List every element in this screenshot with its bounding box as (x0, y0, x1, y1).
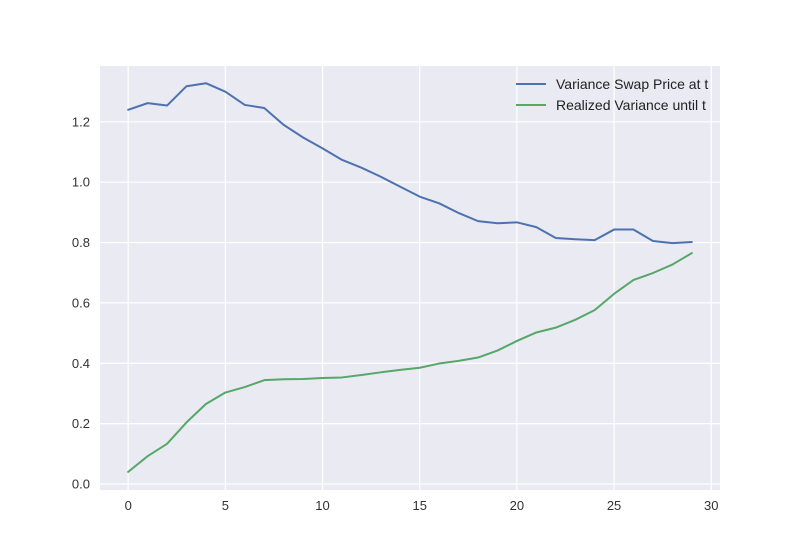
x-tick-label: 30 (704, 498, 718, 513)
variance-swap-price-line (127, 82, 693, 245)
legend: Variance Swap Price at t Realized Varian… (516, 76, 708, 113)
y-tick-label: 0.6 (72, 295, 90, 310)
y-tick-label: 0.0 (72, 476, 90, 491)
tick-labels: 0 5 10 15 20 25 30 0.0 0.2 0.4 0.6 0.8 1.0 1.2 (72, 114, 719, 513)
legend-label-realized-variance: Realized Variance until t (556, 97, 706, 113)
legend-label-variance-swap: Variance Swap Price at t (556, 76, 708, 92)
grid-lines (100, 66, 720, 490)
y-tick-label: 0.4 (72, 356, 90, 371)
y-tick-label: 1.2 (72, 114, 90, 129)
x-tick-label: 10 (315, 498, 329, 513)
x-tick-label: 25 (607, 498, 621, 513)
y-tick-label: 0.8 (72, 235, 90, 250)
x-tick-label: 20 (510, 498, 524, 513)
y-tick-label: 1.0 (72, 175, 90, 190)
x-tick-label: 0 (125, 498, 132, 513)
y-tick-label: 0.2 (72, 416, 90, 431)
realized-variance-line (127, 252, 693, 473)
series-lines (127, 82, 693, 473)
x-tick-label: 5 (222, 498, 229, 513)
x-tick-label: 15 (412, 498, 426, 513)
plot-area (100, 66, 720, 490)
